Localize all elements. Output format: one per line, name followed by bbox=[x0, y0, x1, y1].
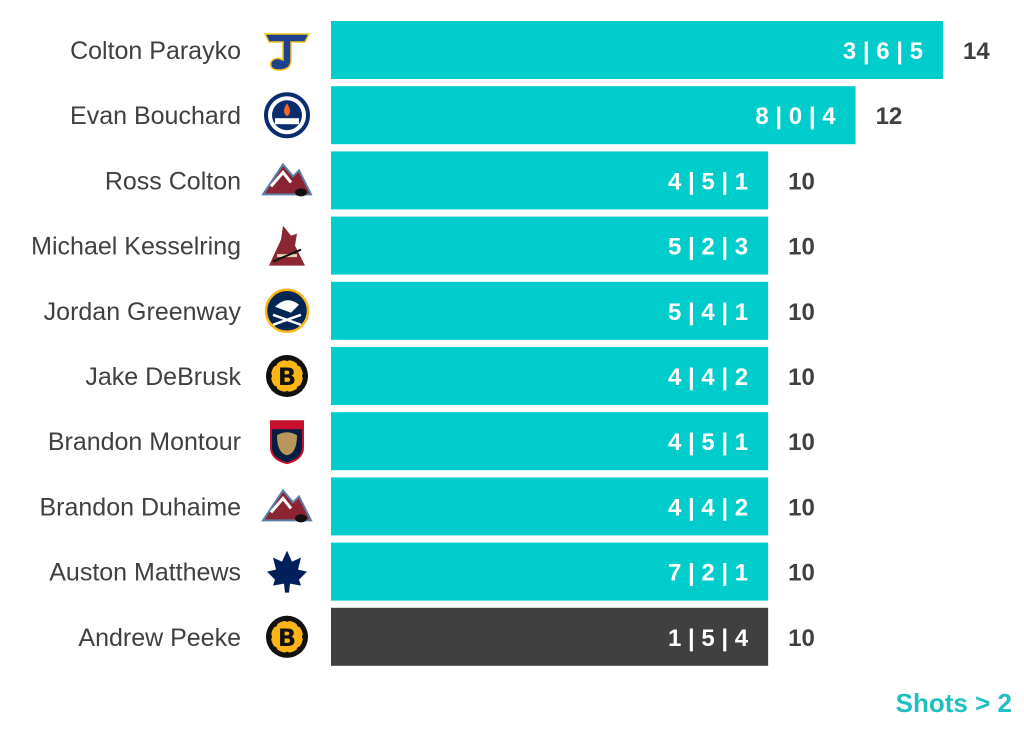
maple-leafs-icon bbox=[267, 550, 307, 593]
avalanche-icon bbox=[261, 488, 313, 523]
bruins-icon: B bbox=[266, 615, 308, 658]
bar bbox=[331, 477, 769, 536]
player-name-label: Brandon Montour bbox=[48, 428, 241, 456]
player-name-label: Brandon Duhaime bbox=[39, 493, 241, 521]
bruins-icon: B bbox=[266, 355, 308, 397]
svg-text:B: B bbox=[278, 624, 296, 652]
bar bbox=[331, 607, 769, 666]
bar-breakdown-label: 4 | 5 | 1 bbox=[668, 168, 748, 195]
sabres-icon bbox=[264, 288, 310, 334]
total-value-label: 14 bbox=[963, 38, 990, 65]
player-name-label: Auston Matthews bbox=[49, 559, 241, 587]
player-name-label: Andrew Peeke bbox=[78, 624, 241, 652]
player-name-label: Jake DeBrusk bbox=[85, 363, 241, 391]
bar-breakdown-label: 8 | 0 | 4 bbox=[755, 103, 836, 130]
bar-breakdown-label: 7 | 2 | 1 bbox=[668, 560, 748, 587]
bar-breakdown-label: 5 | 2 | 3 bbox=[668, 234, 748, 261]
total-value-label: 10 bbox=[788, 560, 815, 587]
player-name-label: Michael Kesselring bbox=[31, 233, 241, 261]
total-value-label: 10 bbox=[788, 625, 815, 652]
panthers-icon bbox=[270, 420, 304, 465]
bar-breakdown-label: 4 | 5 | 1 bbox=[668, 429, 748, 456]
total-value-label: 12 bbox=[876, 103, 903, 130]
total-value-label: 10 bbox=[788, 494, 815, 521]
avalanche-icon bbox=[261, 162, 313, 197]
bar bbox=[331, 86, 856, 145]
total-value-label: 10 bbox=[788, 168, 815, 195]
bar bbox=[331, 347, 769, 405]
coyotes-icon bbox=[269, 225, 305, 266]
bar-breakdown-label: 4 | 4 | 2 bbox=[668, 364, 748, 391]
bar bbox=[331, 412, 769, 471]
player-name-label: Ross Colton bbox=[105, 167, 241, 195]
bar bbox=[331, 151, 769, 210]
player-name-label: Evan Bouchard bbox=[70, 102, 241, 130]
total-value-label: 10 bbox=[788, 364, 815, 391]
bar-breakdown-label: 5 | 4 | 1 bbox=[668, 299, 748, 326]
bar-breakdown-label: 3 | 6 | 5 bbox=[843, 38, 923, 65]
total-value-label: 10 bbox=[788, 299, 815, 326]
bar bbox=[331, 542, 769, 601]
total-value-label: 10 bbox=[788, 234, 815, 261]
bar bbox=[331, 216, 769, 275]
player-name-label: Jordan Greenway bbox=[44, 298, 242, 326]
bar-chart: Colton Parayko 3 | 6 | 5 14 Evan Bouchard 8 … bbox=[31, 21, 990, 666]
bar bbox=[331, 281, 769, 340]
oilers-icon bbox=[264, 92, 310, 139]
bar-breakdown-label: 1 | 5 | 4 bbox=[668, 625, 749, 652]
bar-breakdown-label: 4 | 4 | 2 bbox=[668, 494, 748, 521]
blues-icon bbox=[263, 33, 311, 71]
player-name-label: Colton Parayko bbox=[70, 37, 241, 65]
footnote-label: Shots > 2 bbox=[895, 688, 1012, 718]
bar bbox=[331, 21, 943, 79]
svg-text:B: B bbox=[278, 363, 296, 391]
total-value-label: 10 bbox=[788, 429, 815, 456]
